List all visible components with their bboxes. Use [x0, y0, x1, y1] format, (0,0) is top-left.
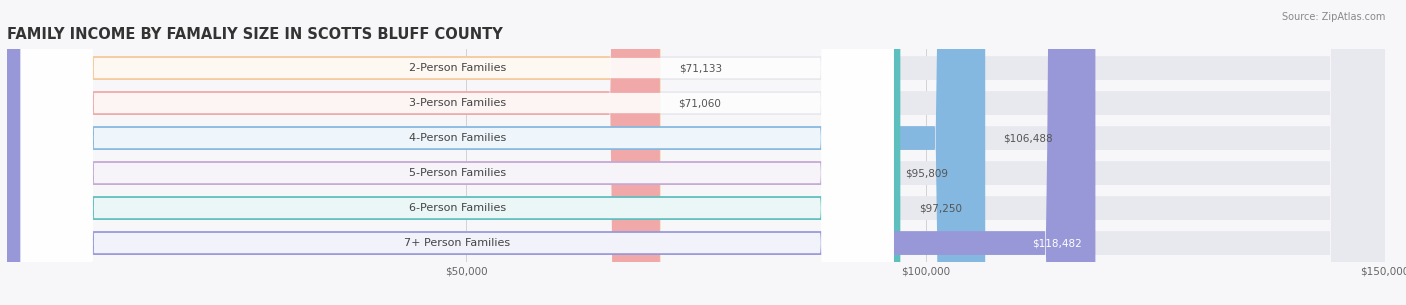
FancyBboxPatch shape [21, 0, 893, 305]
Text: 4-Person Families: 4-Person Families [409, 133, 506, 143]
FancyBboxPatch shape [7, 0, 986, 305]
FancyBboxPatch shape [21, 0, 893, 305]
FancyBboxPatch shape [21, 0, 893, 305]
FancyBboxPatch shape [7, 0, 887, 305]
Text: $97,250: $97,250 [918, 203, 962, 213]
Text: Source: ZipAtlas.com: Source: ZipAtlas.com [1281, 12, 1385, 22]
Text: 6-Person Families: 6-Person Families [409, 203, 506, 213]
FancyBboxPatch shape [7, 0, 661, 305]
Text: 5-Person Families: 5-Person Families [409, 168, 506, 178]
FancyBboxPatch shape [7, 0, 1385, 305]
FancyBboxPatch shape [21, 0, 893, 305]
FancyBboxPatch shape [7, 0, 1385, 305]
FancyBboxPatch shape [7, 0, 1095, 305]
FancyBboxPatch shape [7, 0, 1385, 305]
Text: 7+ Person Families: 7+ Person Families [404, 238, 510, 248]
Text: $71,060: $71,060 [678, 98, 721, 108]
FancyBboxPatch shape [21, 0, 893, 305]
FancyBboxPatch shape [7, 0, 900, 305]
FancyBboxPatch shape [21, 0, 893, 305]
FancyBboxPatch shape [7, 0, 1385, 305]
Text: 2-Person Families: 2-Person Families [409, 63, 506, 73]
FancyBboxPatch shape [7, 0, 1385, 305]
Text: $106,488: $106,488 [1004, 133, 1053, 143]
FancyBboxPatch shape [7, 0, 659, 305]
Text: $95,809: $95,809 [905, 168, 949, 178]
Text: FAMILY INCOME BY FAMALIY SIZE IN SCOTTS BLUFF COUNTY: FAMILY INCOME BY FAMALIY SIZE IN SCOTTS … [7, 27, 503, 42]
FancyBboxPatch shape [7, 0, 1385, 305]
Text: $71,133: $71,133 [679, 63, 721, 73]
Text: $118,482: $118,482 [1032, 238, 1081, 248]
Text: 3-Person Families: 3-Person Families [409, 98, 506, 108]
